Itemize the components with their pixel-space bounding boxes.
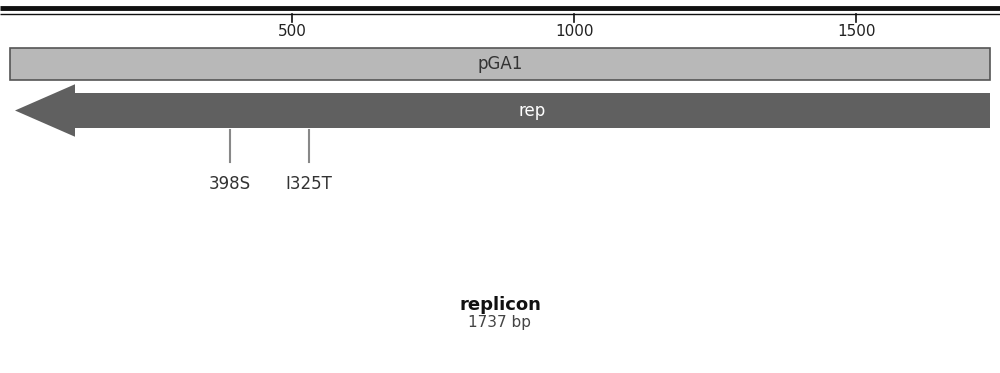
Text: 1737 bp: 1737 bp: [468, 314, 532, 329]
Polygon shape: [15, 84, 990, 137]
Text: pGA1: pGA1: [477, 55, 523, 73]
Bar: [10, 48, 990, 80]
Text: I325T: I325T: [286, 175, 332, 193]
Text: 1000: 1000: [555, 24, 593, 39]
Text: rep: rep: [519, 101, 546, 119]
Text: 500: 500: [278, 24, 307, 39]
Text: 1500: 1500: [837, 24, 876, 39]
Text: replicon: replicon: [459, 296, 541, 314]
Text: 398S: 398S: [209, 175, 251, 193]
